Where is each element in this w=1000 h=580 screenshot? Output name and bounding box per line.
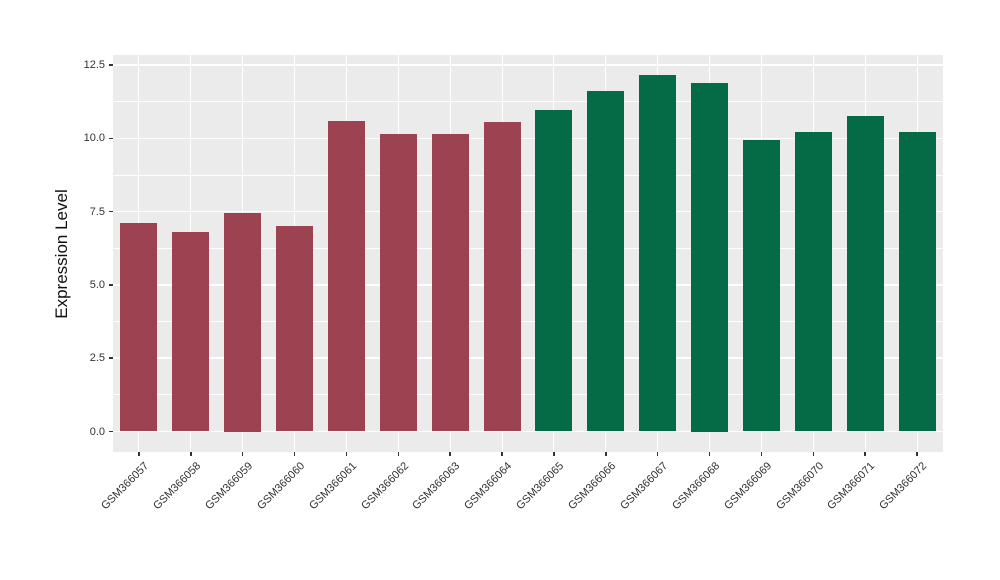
x-tick-label: GSM366059 (203, 460, 256, 513)
y-tick-label: 5.0 (89, 278, 105, 291)
x-tick-label: GSM366069 (721, 460, 774, 513)
x-tick-mark (397, 452, 400, 456)
major-gridline (113, 64, 943, 66)
minor-gridline (113, 247, 943, 249)
bar-GSM366067 (639, 75, 677, 432)
x-tick-label: GSM366068 (669, 460, 723, 513)
x-tick-label: GSM366061 (306, 460, 359, 513)
y-tick-mark (108, 284, 113, 286)
bar-GSM366064 (483, 122, 521, 432)
x-tick-label: GSM366072 (877, 460, 930, 513)
plot-panel (113, 55, 943, 452)
bar-GSM366059 (224, 213, 262, 432)
y-tick-label: 0.0 (89, 425, 105, 438)
bar-GSM366066 (587, 91, 625, 432)
x-tick-label: GSM366070 (773, 460, 826, 513)
x-tick-label: GSM366066 (566, 460, 619, 513)
bar-GSM366062 (379, 133, 417, 432)
y-tick-mark (108, 357, 113, 359)
major-gridline (113, 137, 943, 139)
x-tick-mark (708, 452, 711, 456)
major-gridline (113, 210, 943, 213)
x-tick-label: GSM366071 (825, 460, 878, 513)
x-tick-mark (138, 452, 140, 456)
bar-GSM366072 (898, 132, 936, 432)
major-gridline (113, 357, 943, 359)
bar-GSM366063 (431, 133, 469, 432)
bar-GSM366057 (120, 223, 158, 432)
x-tick-mark (916, 452, 918, 456)
y-axis-title: Expression Level (52, 189, 71, 319)
x-tick-mark (241, 452, 244, 456)
x-tick-mark (501, 452, 503, 456)
x-tick-mark (190, 452, 192, 456)
y-tick-mark (108, 137, 113, 139)
x-tick-mark (656, 452, 659, 456)
x-tick-mark (812, 452, 815, 456)
bar-GSM366060 (276, 226, 314, 432)
bar-GSM366058 (172, 232, 210, 432)
y-tick-mark (108, 210, 113, 213)
bar-GSM366065 (535, 110, 573, 432)
x-tick-label: GSM366065 (514, 460, 567, 513)
x-tick-label: GSM366057 (99, 460, 152, 513)
x-tick-mark (760, 452, 763, 456)
y-tick-mark (108, 430, 113, 433)
minor-gridline (113, 174, 943, 176)
y-tick-label: 2.5 (89, 352, 105, 365)
x-tick-mark (449, 452, 451, 456)
bar-GSM366061 (327, 120, 365, 432)
x-tick-label: GSM366067 (618, 460, 671, 513)
x-tick-label: GSM366060 (254, 460, 308, 513)
x-tick-mark (605, 452, 607, 456)
x-tick-mark (293, 452, 296, 456)
major-gridline (113, 284, 943, 286)
y-tick-label: 10.0 (83, 132, 105, 145)
y-tick-label: 12.5 (83, 58, 105, 71)
minor-gridline (113, 321, 943, 322)
major-gridline (113, 430, 943, 433)
x-tick-label: GSM366063 (410, 460, 463, 513)
bar-GSM366071 (846, 116, 884, 432)
x-tick-mark (345, 452, 348, 456)
x-tick-mark (553, 452, 555, 456)
minor-gridline (113, 394, 943, 396)
bar-GSM366069 (742, 139, 780, 432)
x-tick-label: GSM366064 (462, 460, 515, 513)
y-tick-label: 7.5 (89, 205, 105, 218)
y-tick-mark (108, 64, 113, 66)
minor-gridline (113, 101, 943, 102)
x-tick-mark (864, 452, 866, 456)
bar-GSM366068 (691, 82, 729, 432)
x-tick-label: GSM366062 (358, 460, 411, 513)
bar-GSM366070 (794, 132, 832, 432)
x-tick-label: GSM366058 (151, 460, 204, 513)
